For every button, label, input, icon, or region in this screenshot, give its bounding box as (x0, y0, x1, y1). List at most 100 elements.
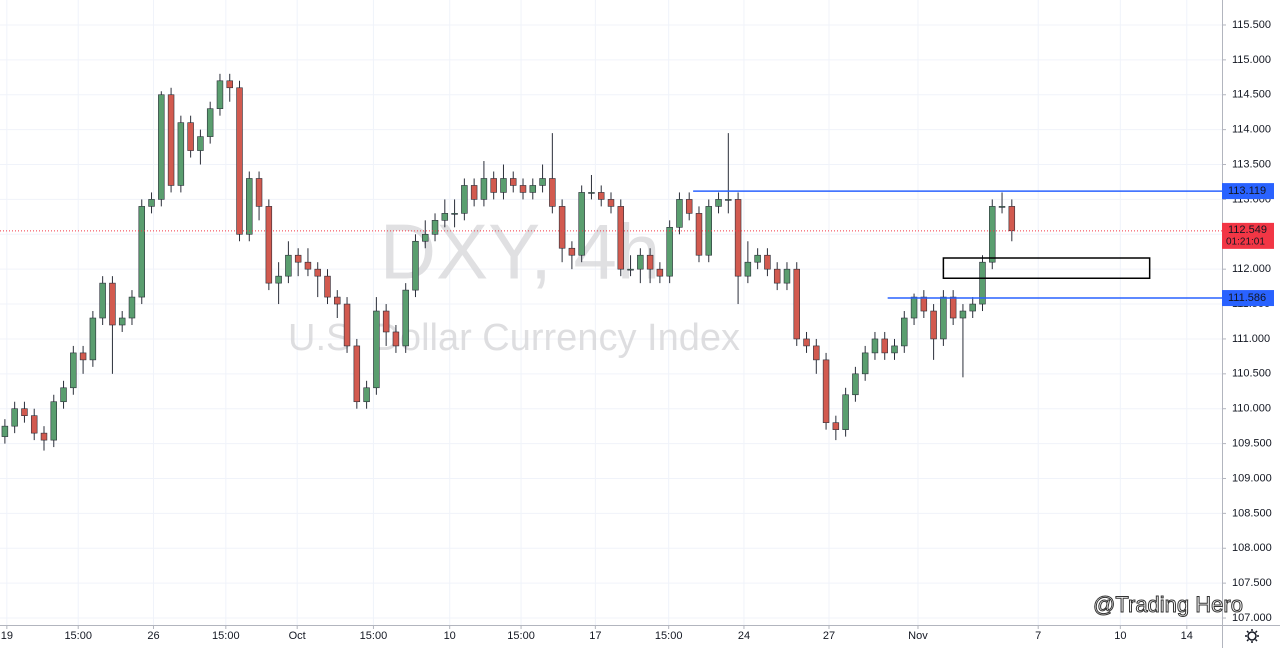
x-tick-label: 14 (1181, 630, 1193, 642)
x-tick-label: 17 (589, 630, 601, 642)
candle-body (568, 247, 576, 256)
x-tick-label: 10 (444, 630, 456, 642)
candle-body (79, 352, 87, 361)
candle-body (197, 136, 204, 151)
candle-body (343, 303, 351, 347)
grid (0, 0, 1222, 625)
candle-body (578, 192, 585, 256)
candle-body (989, 206, 996, 263)
y-tick-label: 115.500 (1232, 19, 1271, 31)
candle-body (334, 296, 341, 305)
x-tick-label: Oct (289, 630, 306, 642)
candle-body (695, 213, 703, 256)
candle-body (99, 282, 106, 319)
candle-body (656, 268, 664, 277)
x-tick-label: 15:00 (212, 630, 240, 642)
level-label: 111.586 (1228, 292, 1266, 304)
candle-body (382, 310, 390, 333)
candle-body (969, 303, 976, 312)
candle-body (588, 192, 595, 194)
y-tick-label: 113.500 (1232, 158, 1271, 170)
x-tick-label: 19 (1, 630, 13, 642)
x-tick-label: 15:00 (360, 630, 388, 642)
candle-body (676, 199, 683, 228)
candle-body (275, 275, 282, 284)
candle-body (40, 432, 48, 441)
candle-body (910, 296, 918, 319)
candle-body (998, 206, 1006, 208)
candle-body (822, 359, 830, 423)
candle-body (138, 206, 145, 298)
candle-body (500, 178, 507, 193)
candle-body (646, 254, 654, 270)
candle-body (901, 317, 908, 347)
candle-body (871, 338, 879, 354)
candle-body (441, 213, 449, 221)
y-tick-label: 114.000 (1232, 124, 1271, 136)
candle-body (725, 199, 732, 201)
candle-body (431, 220, 439, 235)
candle-body (353, 345, 361, 403)
candle-body (607, 199, 615, 207)
y-tick-label: 107.000 (1232, 612, 1272, 624)
candle-body (177, 122, 185, 186)
candle-body (539, 178, 546, 186)
candle-body (930, 310, 937, 340)
candle-body (666, 227, 673, 277)
watermark-name: U.S. Dollar Currency Index (288, 317, 740, 359)
candle-body (959, 310, 967, 319)
candle-body (226, 80, 233, 89)
candle-body (294, 254, 302, 263)
last-price-tag (1222, 222, 1274, 249)
y-tick-label: 111.000 (1232, 333, 1270, 345)
axes: 107.000 107.500 108.000 108.500 109.000 109.5… (1, 19, 1274, 642)
candle-body (128, 296, 136, 319)
candle-body (167, 94, 175, 186)
y-tick-label: 109.500 (1232, 438, 1272, 450)
x-tick-label: 27 (823, 630, 835, 642)
level-tag (1222, 183, 1274, 200)
candle-body (1008, 206, 1016, 232)
candle-body (392, 331, 400, 347)
candle-body (627, 268, 634, 271)
candle-body (187, 122, 194, 151)
candle-body (529, 185, 537, 193)
x-tick-label: 7 (1035, 630, 1041, 642)
candle-body (255, 178, 263, 207)
y-tick-label: 108.000 (1232, 542, 1272, 554)
zone-box (942, 257, 1151, 279)
candle-body (685, 199, 693, 214)
candle-body (744, 261, 752, 277)
candle-body (920, 296, 928, 312)
candle-body (50, 401, 58, 441)
y-tick-label: 114.500 (1232, 89, 1271, 101)
marks (0, 73, 1222, 451)
candle-body (510, 178, 517, 186)
candle-body (236, 87, 243, 235)
candle-body (558, 206, 566, 249)
y-tick-label: 112.000 (1232, 263, 1271, 275)
x-tick-label: 15:00 (655, 630, 683, 642)
y-tick-label: 108.500 (1232, 507, 1272, 519)
x-tick-label: 15:00 (507, 630, 535, 642)
level-tag (1222, 290, 1274, 307)
x-tick-label: 10 (1114, 630, 1126, 642)
settings-icon[interactable] (1245, 629, 1259, 643)
candle-body (597, 192, 605, 200)
candle-body (265, 206, 273, 284)
candle-body (754, 254, 761, 263)
x-tick-label: 24 (738, 630, 750, 642)
y-tick-label: 115.000 (1232, 54, 1271, 66)
candle-body (480, 178, 488, 200)
candle-body (1, 425, 9, 437)
candle-body (60, 387, 67, 403)
candle-body (70, 352, 77, 389)
candle-body (617, 206, 625, 270)
x-tick-label: 26 (147, 630, 159, 642)
watermark-symbol: DXY, 4h (380, 208, 660, 296)
candle-body (470, 185, 478, 200)
candle-body (451, 213, 458, 215)
candle-body (793, 268, 800, 340)
